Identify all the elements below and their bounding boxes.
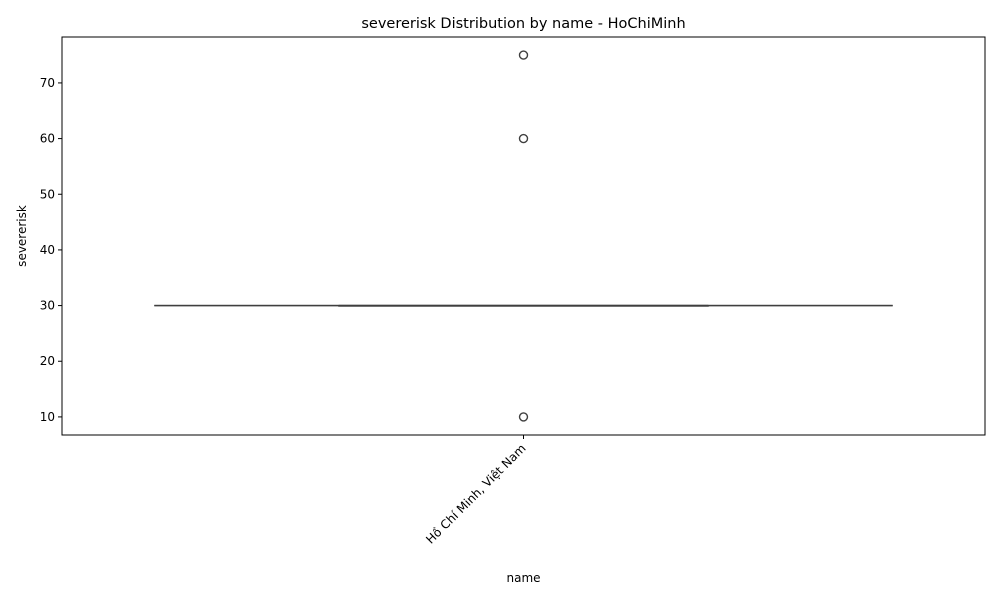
y-tick-label: 30 [40, 299, 55, 313]
y-tick-label: 50 [40, 187, 55, 201]
y-axis-ticks: 10 20 30 40 50 60 70 [40, 76, 62, 424]
y-axis-label: severerisk [15, 205, 29, 267]
box-series [154, 50, 893, 422]
plot-area-frame [61, 36, 986, 436]
y-tick-label: 70 [40, 76, 55, 90]
y-tick-label: 40 [40, 243, 55, 257]
chart-title: severerisk Distribution by name - HoChiM… [361, 16, 685, 32]
box-group [154, 50, 893, 422]
y-tick-label: 10 [40, 410, 55, 424]
x-axis-label: name [506, 571, 540, 585]
outlier-point [518, 133, 529, 144]
x-tick-label: Hồ Chí Minh, Việt Nam [423, 441, 528, 546]
x-axis-ticks: Hồ Chí Minh, Việt Nam [423, 435, 529, 547]
outlier-point [518, 412, 529, 422]
y-tick-label: 20 [40, 354, 55, 368]
outlier-point [518, 50, 529, 60]
y-tick-label: 60 [40, 132, 55, 146]
